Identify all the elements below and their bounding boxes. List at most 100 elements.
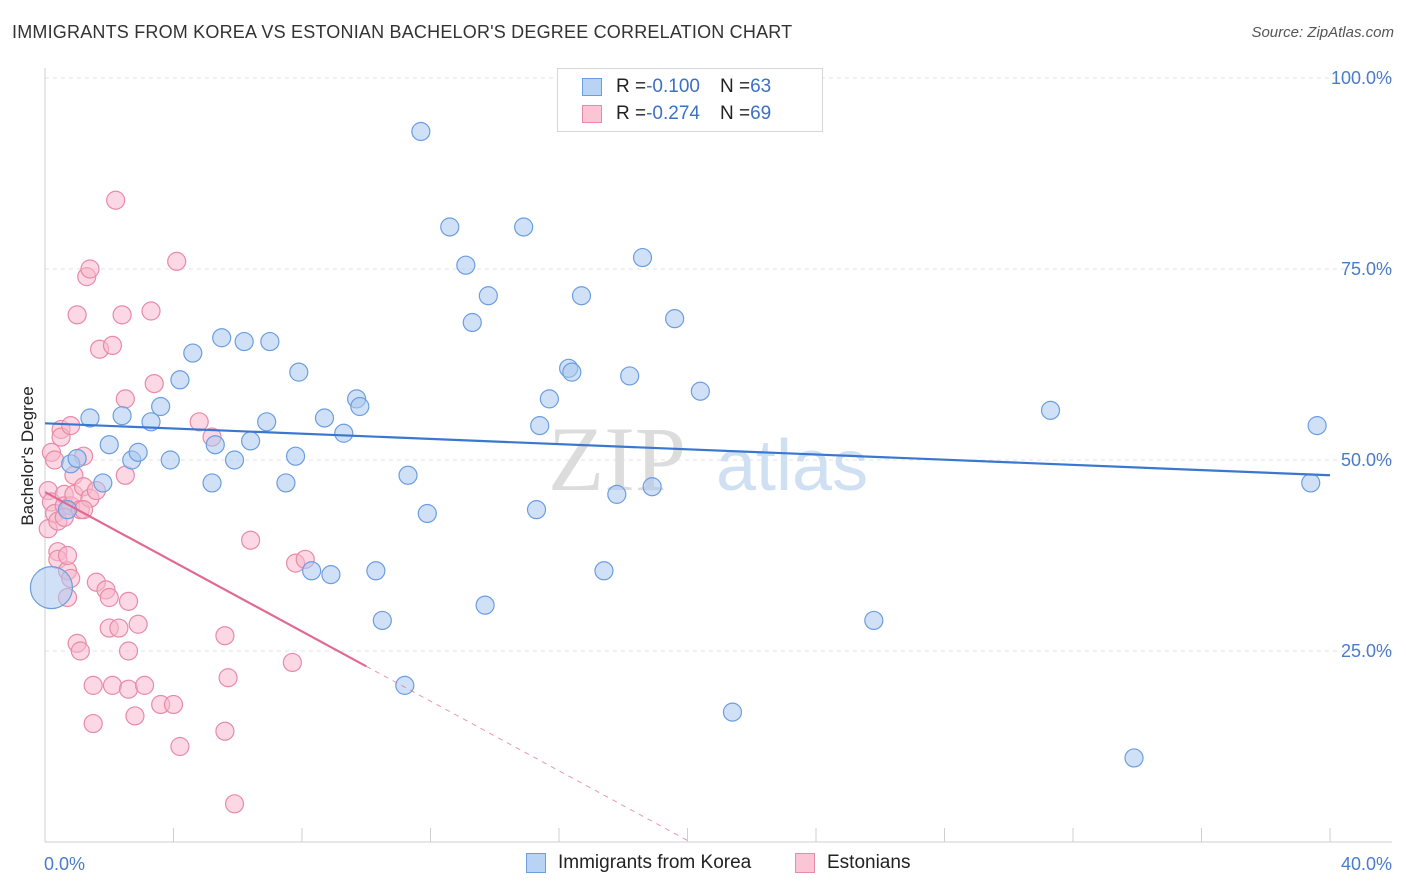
korea-point bbox=[1040, 400, 1061, 420]
estonians-point bbox=[115, 389, 135, 409]
korea-point bbox=[632, 247, 653, 268]
estonians-point bbox=[106, 190, 126, 210]
series-legend: Immigrants from Korea Estonians bbox=[0, 852, 1406, 878]
korea-point bbox=[141, 412, 161, 432]
legend-item-korea[interactable]: Immigrants from Korea bbox=[526, 852, 751, 874]
korea-point bbox=[398, 465, 418, 485]
estonians-point bbox=[57, 545, 78, 566]
korea-point bbox=[80, 408, 100, 428]
watermark-atlas: atlas bbox=[716, 426, 868, 506]
estonians-point bbox=[167, 251, 187, 271]
estonians-point bbox=[125, 706, 145, 726]
legend-n-value: 63 bbox=[750, 76, 772, 97]
legend-r-label: R = bbox=[616, 76, 647, 97]
legend-item-estonians[interactable]: Estonians bbox=[795, 852, 910, 874]
korea-point bbox=[93, 473, 113, 493]
estonians-swatch bbox=[582, 105, 602, 123]
estonians-point bbox=[118, 641, 139, 661]
estonians-point bbox=[128, 614, 148, 634]
korea-point bbox=[478, 286, 498, 306]
korea-point bbox=[260, 331, 280, 352]
korea-point bbox=[334, 423, 354, 443]
korea-point bbox=[224, 450, 245, 470]
estonians-point bbox=[45, 450, 65, 470]
korea-point bbox=[151, 396, 171, 417]
korea-point bbox=[170, 370, 190, 390]
estonians-point bbox=[70, 641, 90, 661]
legend-row-estonians: R = -0.274 N = 69 bbox=[582, 101, 771, 127]
korea-point bbox=[112, 406, 132, 426]
estonians-point bbox=[224, 794, 245, 814]
korea-point bbox=[642, 477, 662, 497]
x-tick-label: 0.0% bbox=[44, 854, 85, 874]
watermark: ZIP atlas bbox=[548, 408, 868, 510]
grid-lines bbox=[45, 77, 1392, 652]
korea-point bbox=[321, 564, 341, 585]
korea-point bbox=[864, 610, 884, 631]
korea-point bbox=[440, 217, 460, 237]
korea-point bbox=[690, 381, 710, 401]
korea-point bbox=[665, 309, 685, 329]
korea-point bbox=[1124, 748, 1144, 768]
estonians-point bbox=[112, 305, 132, 325]
estonians-point bbox=[170, 736, 190, 757]
chart-title: IMMIGRANTS FROM KOREA VS ESTONIAN BACHEL… bbox=[12, 22, 793, 42]
korea-point bbox=[462, 312, 482, 333]
korea-point bbox=[183, 343, 203, 363]
korea-trend-line bbox=[44, 422, 1331, 477]
korea-point bbox=[67, 448, 87, 469]
korea-point bbox=[571, 286, 592, 306]
korea-point bbox=[530, 416, 550, 436]
korea-point bbox=[302, 561, 322, 581]
korea-point bbox=[514, 217, 534, 237]
legend-row-korea: R = -0.100 N = 63 bbox=[582, 74, 771, 100]
korea-point bbox=[366, 561, 386, 581]
estonians-point bbox=[99, 587, 119, 608]
estonians-point bbox=[241, 530, 261, 550]
korea-point bbox=[160, 450, 180, 470]
estonians-point bbox=[282, 652, 302, 673]
korea-legend-swatch bbox=[526, 853, 546, 873]
korea-point bbox=[411, 121, 431, 142]
stats-legend: R = -0.100 N = 63 R = -0.274 N = 69 bbox=[557, 68, 823, 132]
estonians-point bbox=[102, 675, 123, 695]
korea-point bbox=[594, 561, 614, 581]
estonians-point bbox=[67, 305, 87, 325]
korea-point bbox=[539, 389, 559, 409]
legend-r-value: -0.274 bbox=[646, 103, 700, 124]
tick-labels: 25.0% 50.0% 75.0% 100.0% 0.0% 40.0% bbox=[44, 68, 1392, 874]
series-estonians bbox=[38, 190, 315, 814]
legend-n-label: N = bbox=[719, 103, 751, 124]
legend-r-label: R = bbox=[616, 103, 647, 124]
korea-point bbox=[289, 362, 309, 382]
korea-point bbox=[257, 412, 277, 432]
legend-n-value: 69 bbox=[750, 103, 772, 124]
korea-point bbox=[241, 431, 261, 451]
korea-point bbox=[314, 408, 335, 428]
estonians-point bbox=[163, 694, 184, 715]
estonians-point bbox=[215, 626, 235, 646]
legend-r-value: -0.100 bbox=[646, 76, 700, 97]
korea-point bbox=[212, 328, 232, 348]
estonians-point bbox=[80, 259, 100, 279]
korea-point bbox=[607, 484, 627, 504]
korea-point bbox=[456, 255, 476, 275]
estonians-point bbox=[109, 618, 129, 638]
korea-point bbox=[285, 446, 306, 466]
korea-point bbox=[1307, 416, 1327, 436]
korea-point bbox=[276, 473, 296, 493]
estonians-point bbox=[118, 591, 139, 611]
korea-point bbox=[417, 503, 437, 524]
korea-point bbox=[205, 435, 225, 455]
estonians-point bbox=[118, 679, 139, 699]
korea-point bbox=[29, 565, 74, 610]
estonians-point bbox=[215, 721, 235, 741]
korea-point bbox=[202, 473, 222, 493]
korea-point bbox=[475, 595, 495, 615]
y-tick-label: 100.0% bbox=[1331, 68, 1392, 88]
korea-point bbox=[395, 675, 415, 695]
y-tick-label: 75.0% bbox=[1341, 259, 1392, 279]
korea-point bbox=[620, 366, 640, 386]
korea-swatch bbox=[582, 78, 602, 96]
estonians-legend-swatch bbox=[795, 853, 815, 873]
